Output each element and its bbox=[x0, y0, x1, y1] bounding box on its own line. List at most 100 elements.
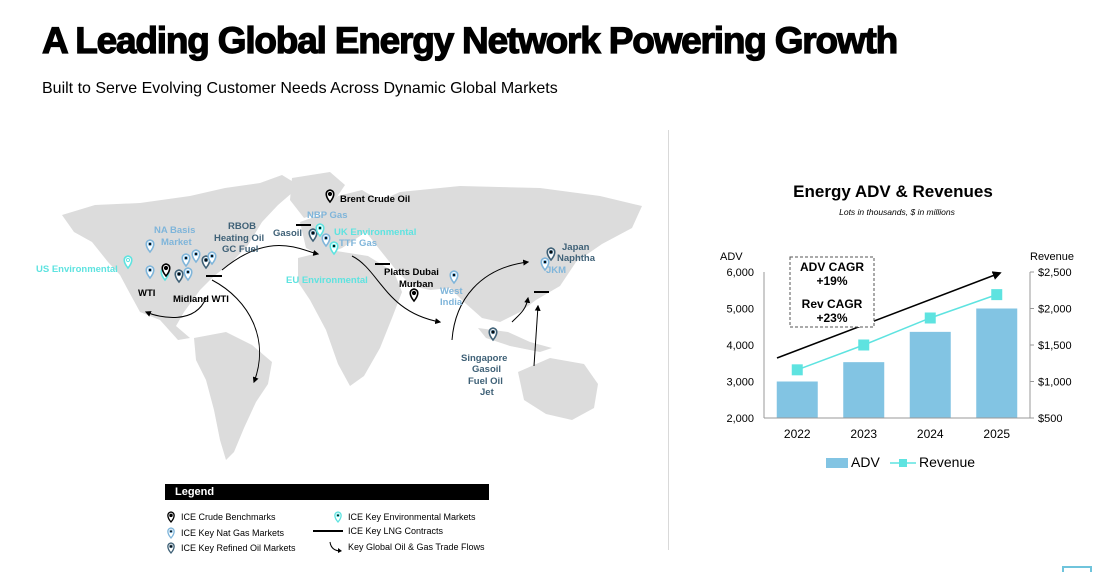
y-right-tick-label: $2,500 bbox=[1038, 267, 1072, 279]
north-america-land bbox=[62, 175, 300, 340]
chart-legend: ADV Revenue bbox=[826, 454, 975, 470]
y-right-tick-label: $500 bbox=[1038, 413, 1062, 425]
refined-pin-icon bbox=[167, 542, 175, 554]
environmental-pin-icon bbox=[334, 511, 342, 523]
y-right-axis-title: Revenue bbox=[1030, 251, 1074, 263]
greenland-land bbox=[290, 172, 345, 218]
y-left-tick-label: 3,000 bbox=[726, 377, 754, 389]
label-nbp: NBP Gas bbox=[307, 210, 347, 221]
page-title: A Leading Global Energy Network Powering… bbox=[41, 19, 898, 61]
corner-decoration bbox=[1062, 566, 1092, 572]
legend-label: ICE Key Environmental Markets bbox=[348, 512, 476, 522]
y-left-tick-label: 2,000 bbox=[726, 413, 754, 425]
legend-label: ICE Key Nat Gas Markets bbox=[181, 528, 285, 538]
legend-item-crude: ICE Crude Benchmarks bbox=[166, 510, 276, 524]
y-left-tick-label: 4,000 bbox=[726, 340, 754, 352]
adv-bar bbox=[976, 308, 1018, 418]
revenue-point bbox=[858, 339, 870, 351]
flow-arrow bbox=[221, 245, 320, 271]
adv-bar bbox=[776, 381, 818, 418]
label-sg-gasoil: Gasoil bbox=[472, 364, 501, 375]
adv-cagr-value: +19% bbox=[816, 274, 847, 288]
legend-label: ICE Key LNG Contracts bbox=[348, 526, 444, 536]
africa-land bbox=[298, 250, 402, 386]
australia-land bbox=[518, 358, 598, 420]
legend-adv-swatch bbox=[826, 458, 848, 468]
cagr-callout: ADV CAGR +19% Rev CAGR +23% bbox=[789, 256, 875, 328]
trend-arrow bbox=[776, 271, 1002, 359]
label-na-basis-1: NA Basis bbox=[154, 225, 195, 236]
flow-arrow bbox=[211, 279, 261, 384]
label-us-env: US Environmental bbox=[36, 264, 118, 275]
x-tick-label: 2022 bbox=[784, 427, 811, 441]
y-left-axis-title: ADV bbox=[720, 251, 743, 263]
legend-revenue-label: Revenue bbox=[919, 454, 975, 470]
chart-subtitle: Lots in thousands, $ in millions bbox=[839, 207, 956, 217]
label-west-india-2: India bbox=[440, 297, 463, 308]
legend-item-refined: ICE Key Refined Oil Markets bbox=[166, 541, 296, 555]
adv-cagr-label: ADV CAGR bbox=[800, 260, 864, 274]
label-ttf: TTF Gas bbox=[339, 238, 377, 249]
label-naphtha: Naphtha bbox=[557, 253, 596, 264]
lng-markers bbox=[206, 224, 549, 293]
y-right-tick-label: $1,500 bbox=[1038, 340, 1072, 352]
page-subtitle: Built to Serve Evolving Customer Needs A… bbox=[42, 80, 558, 97]
label-jkm: JKM bbox=[546, 265, 566, 276]
label-murban: Murban bbox=[399, 279, 434, 290]
section-divider bbox=[668, 130, 669, 550]
flow-arrow bbox=[533, 304, 541, 367]
x-tick-label: 2023 bbox=[850, 427, 877, 441]
label-midland: Midland WTI bbox=[173, 294, 229, 305]
lng-contract-icon bbox=[313, 530, 343, 532]
flow-arrow bbox=[451, 259, 530, 341]
adv-bar bbox=[909, 331, 951, 418]
trade-flows bbox=[144, 245, 541, 384]
bar-series bbox=[776, 308, 1018, 418]
legend-item-flows: Key Global Oil & Gas Trade Flows bbox=[329, 541, 485, 553]
world-map: Brent Crude Oil NBP Gas Gasoil UK Enviro… bbox=[36, 172, 642, 460]
label-eu-env: EU Environmental bbox=[286, 275, 368, 286]
y-right-tick-label: $2,000 bbox=[1038, 304, 1072, 316]
y-right-ticks: $500 $1,000 $1,500 $2,000 $2,500 bbox=[1030, 267, 1072, 425]
legend-label: ICE Key Refined Oil Markets bbox=[181, 543, 296, 553]
legend-heading: Legend bbox=[165, 484, 489, 500]
label-heating-oil: Heating Oil bbox=[214, 233, 264, 244]
y-left-ticks: 2,000 3,000 4,000 5,000 6,000 bbox=[726, 267, 754, 425]
revenue-points bbox=[791, 289, 1003, 376]
label-rbob: RBOB bbox=[228, 221, 256, 232]
south-america-land bbox=[194, 332, 272, 460]
crude-pin bbox=[409, 288, 419, 302]
label-west-india-1: West bbox=[440, 286, 463, 297]
rev-cagr-value: +23% bbox=[816, 311, 847, 325]
chart-title: Energy ADV & Revenues bbox=[793, 182, 993, 201]
label-platts-dubai: Platts Dubai bbox=[384, 267, 439, 278]
revenue-point bbox=[991, 289, 1003, 301]
legend-item-natgas: ICE Key Nat Gas Markets bbox=[166, 526, 284, 540]
natgas-pin-icon bbox=[167, 527, 175, 539]
label-gc-fuel: GC Fuel bbox=[222, 244, 258, 255]
legend-item-lng: ICE Key LNG Contracts bbox=[313, 526, 443, 536]
legend-label: Key Global Oil & Gas Trade Flows bbox=[348, 542, 485, 552]
revenue-line bbox=[796, 293, 997, 371]
label-brent: Brent Crude Oil bbox=[340, 194, 410, 205]
x-ticks: 2022 2023 2024 2025 bbox=[784, 427, 1011, 441]
continents bbox=[62, 172, 642, 460]
legend-item-environmental: ICE Key Environmental Markets bbox=[333, 510, 476, 524]
label-japan: Japan bbox=[562, 242, 590, 253]
y-left-tick-label: 5,000 bbox=[726, 304, 754, 316]
map-labels: Brent Crude Oil NBP Gas Gasoil UK Enviro… bbox=[36, 194, 596, 398]
label-wti: WTI bbox=[138, 288, 155, 299]
legend-adv-label: ADV bbox=[851, 454, 880, 470]
flow-arrow bbox=[351, 255, 442, 325]
y-right-tick-label: $1,000 bbox=[1038, 377, 1072, 389]
rev-cagr-label: Rev CAGR bbox=[802, 297, 863, 311]
adv-bar bbox=[843, 362, 885, 418]
x-tick-label: 2025 bbox=[983, 427, 1010, 441]
legend-label: ICE Crude Benchmarks bbox=[181, 512, 276, 522]
revenue-point bbox=[791, 364, 803, 376]
crude-pin-icon bbox=[167, 511, 175, 523]
label-jet: Jet bbox=[480, 387, 495, 398]
label-fuel-oil: Fuel Oil bbox=[468, 376, 503, 387]
legend-revenue-marker bbox=[899, 459, 907, 467]
flow-arrow bbox=[144, 297, 207, 319]
